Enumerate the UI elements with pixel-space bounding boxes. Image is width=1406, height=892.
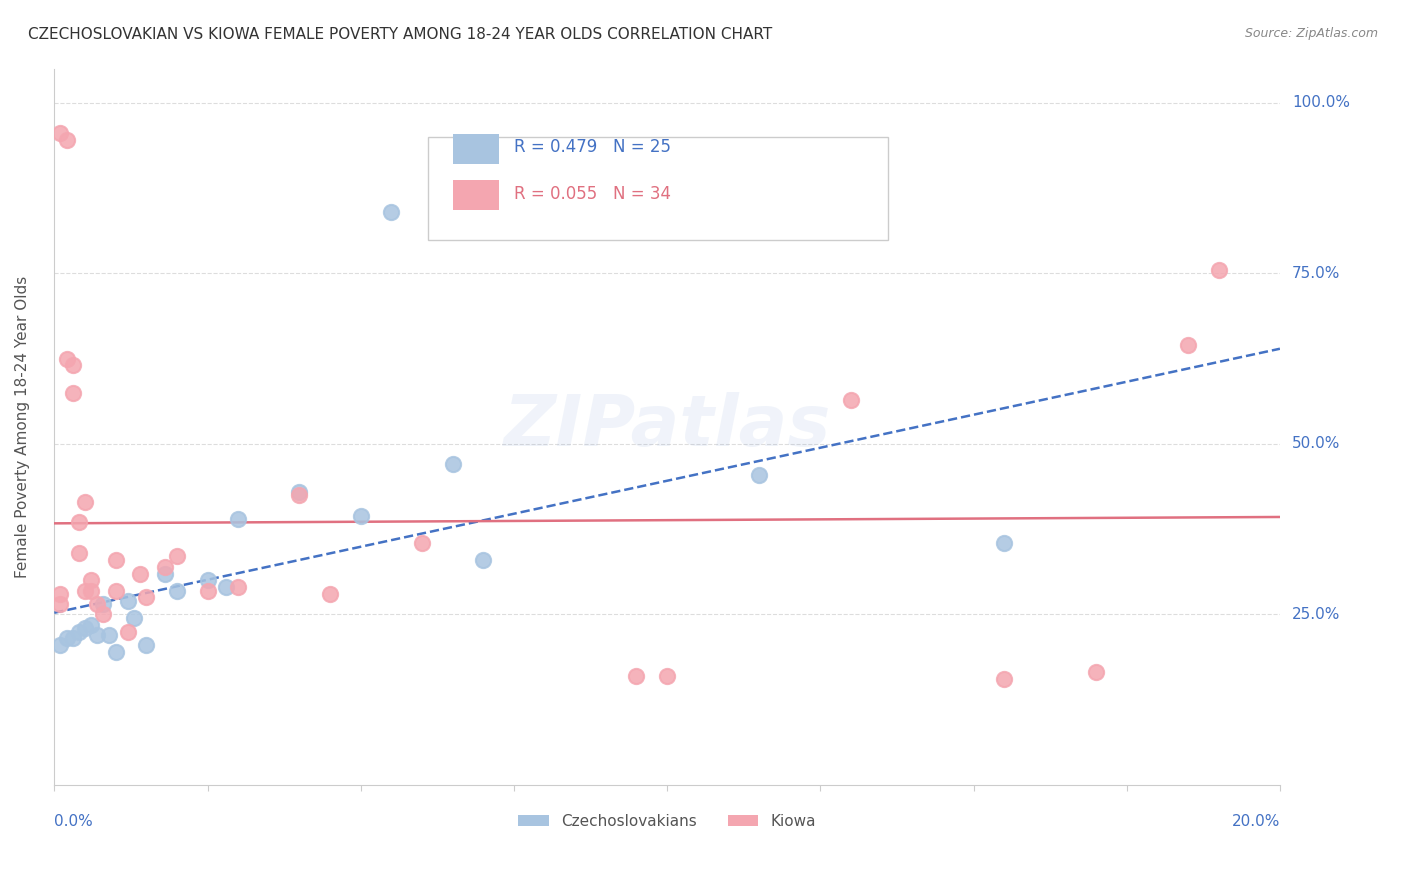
Point xyxy=(55,133,77,147)
Point xyxy=(166,583,188,598)
Text: 75.0%: 75.0% xyxy=(1292,266,1340,281)
Bar xyxy=(453,134,499,164)
Point xyxy=(62,385,84,400)
Point xyxy=(117,594,139,608)
Point xyxy=(472,553,495,567)
Text: 100.0%: 100.0% xyxy=(1292,95,1350,110)
Point xyxy=(626,669,648,683)
Point xyxy=(1177,338,1199,352)
Point xyxy=(91,597,114,611)
Point xyxy=(993,673,1015,687)
Point xyxy=(215,580,238,594)
Point xyxy=(166,549,188,564)
Point xyxy=(197,583,219,598)
Point xyxy=(197,574,219,588)
Point xyxy=(86,628,108,642)
Point xyxy=(80,574,103,588)
Point xyxy=(67,516,90,530)
Point xyxy=(86,597,108,611)
Point xyxy=(73,621,96,635)
Point xyxy=(73,583,96,598)
Legend: Czechoslovakians, Kiowa: Czechoslovakians, Kiowa xyxy=(512,807,823,835)
Text: 50.0%: 50.0% xyxy=(1292,436,1340,451)
FancyBboxPatch shape xyxy=(427,136,887,241)
Point xyxy=(49,597,72,611)
Point xyxy=(98,628,121,642)
Point xyxy=(748,467,770,482)
Point xyxy=(49,638,72,652)
Point xyxy=(226,580,249,594)
Point xyxy=(117,624,139,639)
Point xyxy=(135,638,157,652)
Point xyxy=(67,546,90,560)
Point xyxy=(135,591,157,605)
Point xyxy=(411,536,433,550)
Point xyxy=(993,536,1015,550)
Point xyxy=(288,488,311,502)
Point xyxy=(62,632,84,646)
Point xyxy=(1085,665,1108,680)
Bar xyxy=(453,179,499,210)
Text: R = 0.055   N = 34: R = 0.055 N = 34 xyxy=(515,185,671,202)
Text: ZIPatlas: ZIPatlas xyxy=(503,392,831,461)
Text: R = 0.479   N = 25: R = 0.479 N = 25 xyxy=(515,138,671,156)
Point xyxy=(49,587,72,601)
Point xyxy=(55,632,77,646)
Point xyxy=(73,495,96,509)
Point xyxy=(1208,263,1230,277)
Point xyxy=(80,583,103,598)
Point xyxy=(67,624,90,639)
Text: 20.0%: 20.0% xyxy=(1232,814,1279,829)
Text: CZECHOSLOVAKIAN VS KIOWA FEMALE POVERTY AMONG 18-24 YEAR OLDS CORRELATION CHART: CZECHOSLOVAKIAN VS KIOWA FEMALE POVERTY … xyxy=(28,27,772,42)
Text: 0.0%: 0.0% xyxy=(55,814,93,829)
Point xyxy=(226,512,249,526)
Point xyxy=(380,204,402,219)
Point xyxy=(288,484,311,499)
Y-axis label: Female Poverty Among 18-24 Year Olds: Female Poverty Among 18-24 Year Olds xyxy=(15,276,30,578)
Point xyxy=(104,645,127,659)
Point xyxy=(319,587,342,601)
Point xyxy=(153,566,176,581)
Text: Source: ZipAtlas.com: Source: ZipAtlas.com xyxy=(1244,27,1378,40)
Point xyxy=(49,126,72,140)
Point xyxy=(441,458,464,472)
Point xyxy=(153,559,176,574)
Point xyxy=(122,611,145,625)
Point xyxy=(91,607,114,622)
Point xyxy=(655,669,678,683)
Point xyxy=(62,359,84,373)
Point xyxy=(129,566,152,581)
Point xyxy=(839,392,862,407)
Point xyxy=(104,553,127,567)
Point xyxy=(55,351,77,366)
Point xyxy=(80,617,103,632)
Text: 25.0%: 25.0% xyxy=(1292,607,1340,622)
Point xyxy=(350,508,373,523)
Point xyxy=(104,583,127,598)
